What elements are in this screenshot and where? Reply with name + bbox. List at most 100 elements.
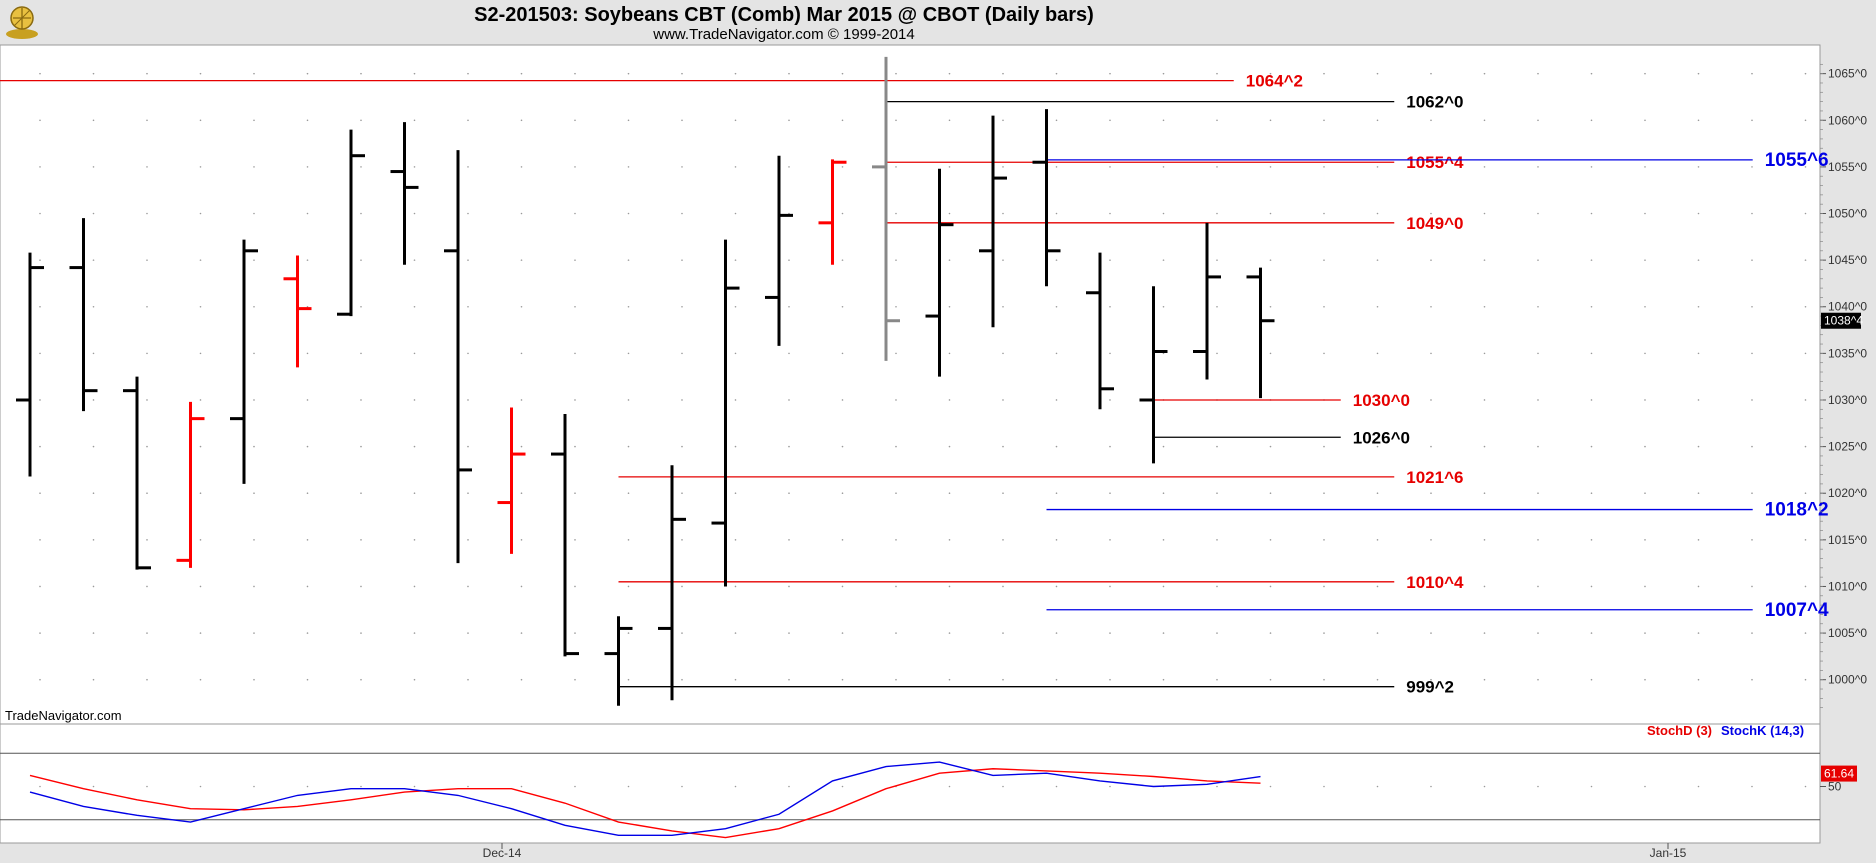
grid-dot	[1537, 445, 1539, 448]
grid-dot	[413, 212, 416, 215]
grid-dot	[841, 585, 844, 588]
grid-dot	[1483, 678, 1486, 681]
grid-dot	[306, 678, 309, 681]
grid-dot	[895, 492, 897, 495]
grid-dot	[360, 492, 362, 495]
grid-dot	[1430, 785, 1432, 788]
grid-dot	[1109, 119, 1111, 122]
grid-dot	[1323, 305, 1325, 308]
grid-dot	[1644, 72, 1646, 75]
grid-dot	[1376, 492, 1379, 495]
ohlc-bar	[1139, 286, 1168, 464]
grid-dot	[681, 785, 683, 788]
ohlc-bar	[69, 218, 98, 412]
grid-dot	[1697, 399, 1700, 401]
grid-dot	[199, 212, 202, 215]
grid-dot	[734, 399, 737, 401]
grid-dot	[1162, 259, 1165, 261]
level-label: 1010^4	[1406, 573, 1464, 592]
grid-dot	[199, 259, 202, 261]
date-axis: Dec-14 Jan-15	[483, 843, 1687, 860]
grid-dot	[895, 119, 897, 122]
grid-dot	[734, 166, 737, 168]
grid-dot	[520, 212, 523, 215]
grid-dot	[306, 632, 309, 634]
grid-dot	[413, 352, 416, 355]
grid-dot	[734, 352, 737, 355]
grid-dot	[1002, 539, 1004, 541]
grid-dot	[1644, 119, 1646, 122]
grid-dot	[1002, 445, 1004, 448]
grid-dot	[360, 678, 362, 681]
grid-dot	[1590, 352, 1593, 355]
grid-dot	[948, 785, 951, 788]
y-tick-label: 1065^0	[1828, 67, 1867, 81]
grid-dot	[1269, 305, 1272, 308]
grid-dot	[681, 119, 683, 122]
grid-dot	[1109, 445, 1111, 448]
grid-dot	[1216, 72, 1218, 75]
grid-dot	[1269, 72, 1272, 75]
grid-dot	[734, 678, 737, 681]
grid-dot	[1804, 166, 1807, 168]
grid-dot	[92, 492, 95, 495]
grid-dot	[1430, 305, 1432, 308]
grid-dot	[788, 585, 790, 588]
grid-dot	[1483, 585, 1486, 588]
grid-dot	[39, 259, 41, 261]
grid-dot	[520, 785, 523, 788]
grid-dot	[1162, 539, 1165, 541]
grid-dot	[39, 212, 41, 215]
trade-navigator-logo-icon	[6, 6, 38, 39]
grid-dot	[895, 632, 897, 634]
grid-dot	[788, 399, 790, 401]
grid-dot	[92, 259, 95, 261]
grid-dot	[627, 352, 630, 355]
ohlc-bar	[925, 168, 954, 377]
grid-dot	[895, 585, 897, 588]
grid-dot	[1376, 72, 1379, 75]
ohlc-bar	[711, 239, 740, 587]
grid-dot	[1537, 72, 1539, 75]
grid-dot	[1376, 445, 1379, 448]
grid-dot	[1590, 119, 1593, 122]
grid-dot	[1751, 539, 1753, 541]
grid-dot	[1644, 445, 1646, 448]
grid-dot	[1537, 259, 1539, 261]
grid-dot	[1109, 492, 1111, 495]
grid-dot	[948, 632, 951, 634]
ohlc-bar	[1086, 252, 1114, 410]
level-label: 1064^2	[1246, 72, 1303, 91]
y-tick-label: 1040^0	[1828, 300, 1867, 314]
grid-dot	[413, 678, 416, 681]
grid-dot	[1483, 399, 1486, 401]
grid-dot	[467, 352, 469, 355]
grid-dot	[895, 72, 897, 75]
grid-dot	[146, 259, 148, 261]
grid-dot	[253, 119, 255, 122]
level-label: 999^2	[1406, 678, 1454, 697]
grid-dot	[1697, 678, 1700, 681]
grid-dot	[360, 119, 362, 122]
grid-dot	[1590, 72, 1593, 75]
grid-dot	[467, 678, 469, 681]
ohlc-bar	[123, 376, 151, 570]
grid-dot	[627, 539, 630, 541]
grid-dot	[1537, 785, 1539, 788]
ohlc-bar	[390, 122, 419, 265]
grid-dot	[39, 445, 41, 448]
grid-dot	[1537, 166, 1539, 168]
grid-dot	[1430, 399, 1432, 401]
grid-dot	[1216, 585, 1218, 588]
grid-dot	[1751, 678, 1753, 681]
grid-dot	[1323, 539, 1325, 541]
grid-dot	[39, 72, 41, 75]
ohlc-bar	[16, 252, 44, 477]
grid-dot	[1323, 352, 1325, 355]
grid-dot	[1055, 399, 1058, 401]
legend-stoch-k: StochK (14,3)	[1721, 723, 1804, 738]
grid-dot	[1751, 785, 1753, 788]
ohlc-bar	[872, 56, 900, 361]
grid-dot	[1109, 72, 1111, 75]
grid-dot	[1697, 539, 1700, 541]
